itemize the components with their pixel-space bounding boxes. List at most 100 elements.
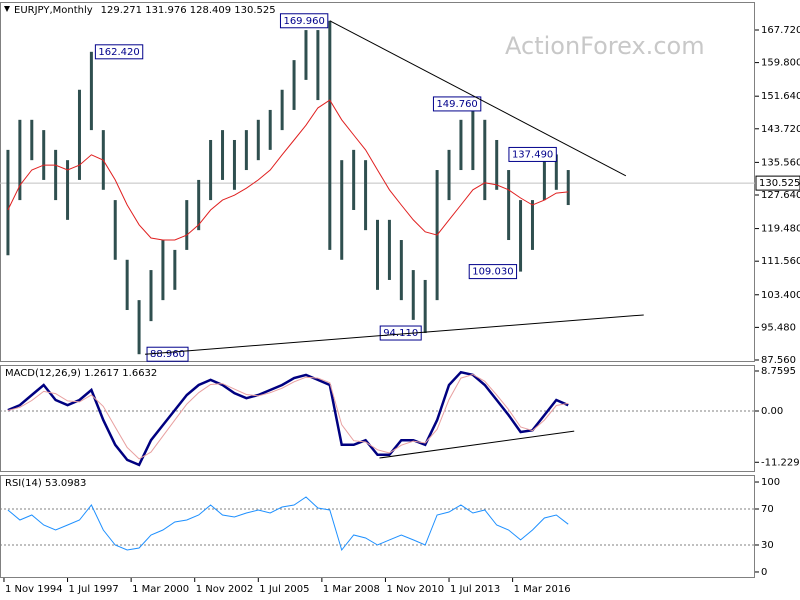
- y-tick-label: 70: [761, 504, 774, 515]
- y-tick-label: 103.400: [761, 290, 800, 301]
- price-bar: [6, 149, 10, 256]
- price-bar: [197, 179, 201, 231]
- annotation-label: 169.960: [283, 16, 324, 27]
- signal-line: [7, 373, 569, 460]
- price-bar: [340, 160, 344, 260]
- macd-line: [7, 370, 569, 467]
- annotation-label: 88.960: [150, 349, 185, 360]
- price-bar: [30, 119, 34, 161]
- trendline: [145, 314, 644, 355]
- price-bar: [42, 130, 46, 180]
- price-bar: [209, 139, 213, 201]
- header-icon: [4, 6, 10, 12]
- panel-frame: [0, 2, 755, 362]
- y-tick-label: 30: [761, 540, 774, 551]
- y-tick-label: 0.00: [761, 406, 783, 417]
- annotation-label: 162.420: [98, 47, 139, 58]
- price-bar: [280, 89, 284, 131]
- price-bar: [376, 219, 379, 290]
- x-tick-label: 1 Mar 2000: [132, 584, 189, 595]
- watermark: ActionForex.com: [505, 32, 705, 60]
- x-tick-label: 1 Jul 2005: [259, 584, 309, 595]
- chart-header: EURJPY,Monthly 129.271 131.976 128.409 13…: [14, 5, 276, 16]
- price-bar: [364, 160, 368, 231]
- price-bar: [495, 139, 499, 190]
- price-bar: [411, 270, 415, 320]
- y-tick-label: 135.560: [761, 157, 800, 168]
- chart-title: EURJPY,Monthly: [14, 5, 93, 16]
- price-bar: [507, 170, 511, 241]
- annotation-box: [468, 264, 518, 280]
- price-bar: [173, 249, 177, 290]
- trendline: [379, 430, 575, 459]
- last-price-box: [755, 175, 800, 191]
- annotation-box: [279, 13, 329, 29]
- price-bar: [387, 219, 391, 280]
- x-tick-label: 1 Nov 1994: [5, 584, 63, 595]
- price-bar: [256, 119, 260, 161]
- y-tick-label: 151.640: [761, 91, 800, 102]
- price-bar: [89, 51, 93, 131]
- price-bar: [459, 119, 463, 171]
- annotation-label: 149.760: [436, 99, 477, 110]
- price-bar: [423, 279, 427, 334]
- price-bar: [530, 200, 534, 250]
- price-bar: [125, 259, 129, 311]
- price-bar: [268, 109, 272, 150]
- price-bar: [77, 89, 81, 180]
- y-tick-label: 8.7595: [761, 366, 796, 377]
- price-bar: [328, 20, 332, 250]
- price-bar: [113, 200, 117, 260]
- quote: 129.271 131.976 128.409 130.525: [101, 5, 276, 16]
- y-tick-label: 159.800: [761, 58, 800, 69]
- annotation-box: [94, 44, 144, 60]
- y-tick-label: 167.720: [761, 25, 800, 36]
- rsi-line: [7, 496, 569, 552]
- price-bar: [542, 160, 546, 201]
- price-bar: [185, 200, 189, 250]
- panel-frame: [0, 365, 755, 472]
- price-bar: [292, 60, 296, 110]
- y-tick-label: -11.2299: [761, 457, 800, 468]
- y-tick-label: 95.480: [761, 322, 796, 333]
- panel-title: MACD(12,26,9) 1.2617 1.6632: [5, 368, 157, 379]
- price-bar: [161, 240, 165, 301]
- moving-average: [7, 99, 569, 241]
- y-tick-label: 119.480: [761, 224, 800, 235]
- annotation-box: [432, 96, 482, 112]
- price-bar: [149, 270, 153, 322]
- panel-frame: [0, 475, 755, 578]
- x-tick-label: 1 Nov 2002: [196, 584, 254, 595]
- price-bar: [221, 130, 225, 180]
- last-price-label: 130.525: [759, 178, 800, 189]
- annotation-box: [379, 325, 422, 341]
- price-bar: [447, 149, 451, 201]
- x-tick-label: 1 Nov 2010: [386, 584, 444, 595]
- trendline: [329, 20, 627, 177]
- annotation-label: 94.110: [383, 328, 418, 339]
- annotation-label: 109.030: [472, 267, 513, 278]
- price-bar: [66, 160, 70, 220]
- x-tick-label: 1 Jul 1997: [69, 584, 119, 595]
- price-bar: [54, 149, 58, 201]
- y-tick-label: 87.560: [761, 355, 796, 366]
- x-tick-label: 1 Mar 2016: [514, 584, 571, 595]
- y-tick-label: 111.560: [761, 256, 800, 267]
- price-bar: [137, 300, 141, 355]
- annotation-label: 137.490: [512, 149, 553, 160]
- x-tick-label: 1 Jul 2013: [450, 584, 500, 595]
- annotation-box: [508, 146, 557, 162]
- y-tick-label: 100: [761, 477, 780, 488]
- x-tick-label: 1 Mar 2008: [323, 584, 380, 595]
- price-bar: [471, 103, 475, 171]
- price-bar: [554, 154, 558, 190]
- price-bar: [352, 149, 356, 210]
- y-tick-label: 143.720: [761, 124, 800, 135]
- price-bar: [399, 240, 403, 301]
- price-bar: [18, 119, 22, 201]
- y-tick-label: 127.640: [761, 190, 800, 201]
- price-bar: [519, 200, 523, 272]
- price-bar: [304, 30, 308, 80]
- y-tick-label: 0: [761, 567, 767, 578]
